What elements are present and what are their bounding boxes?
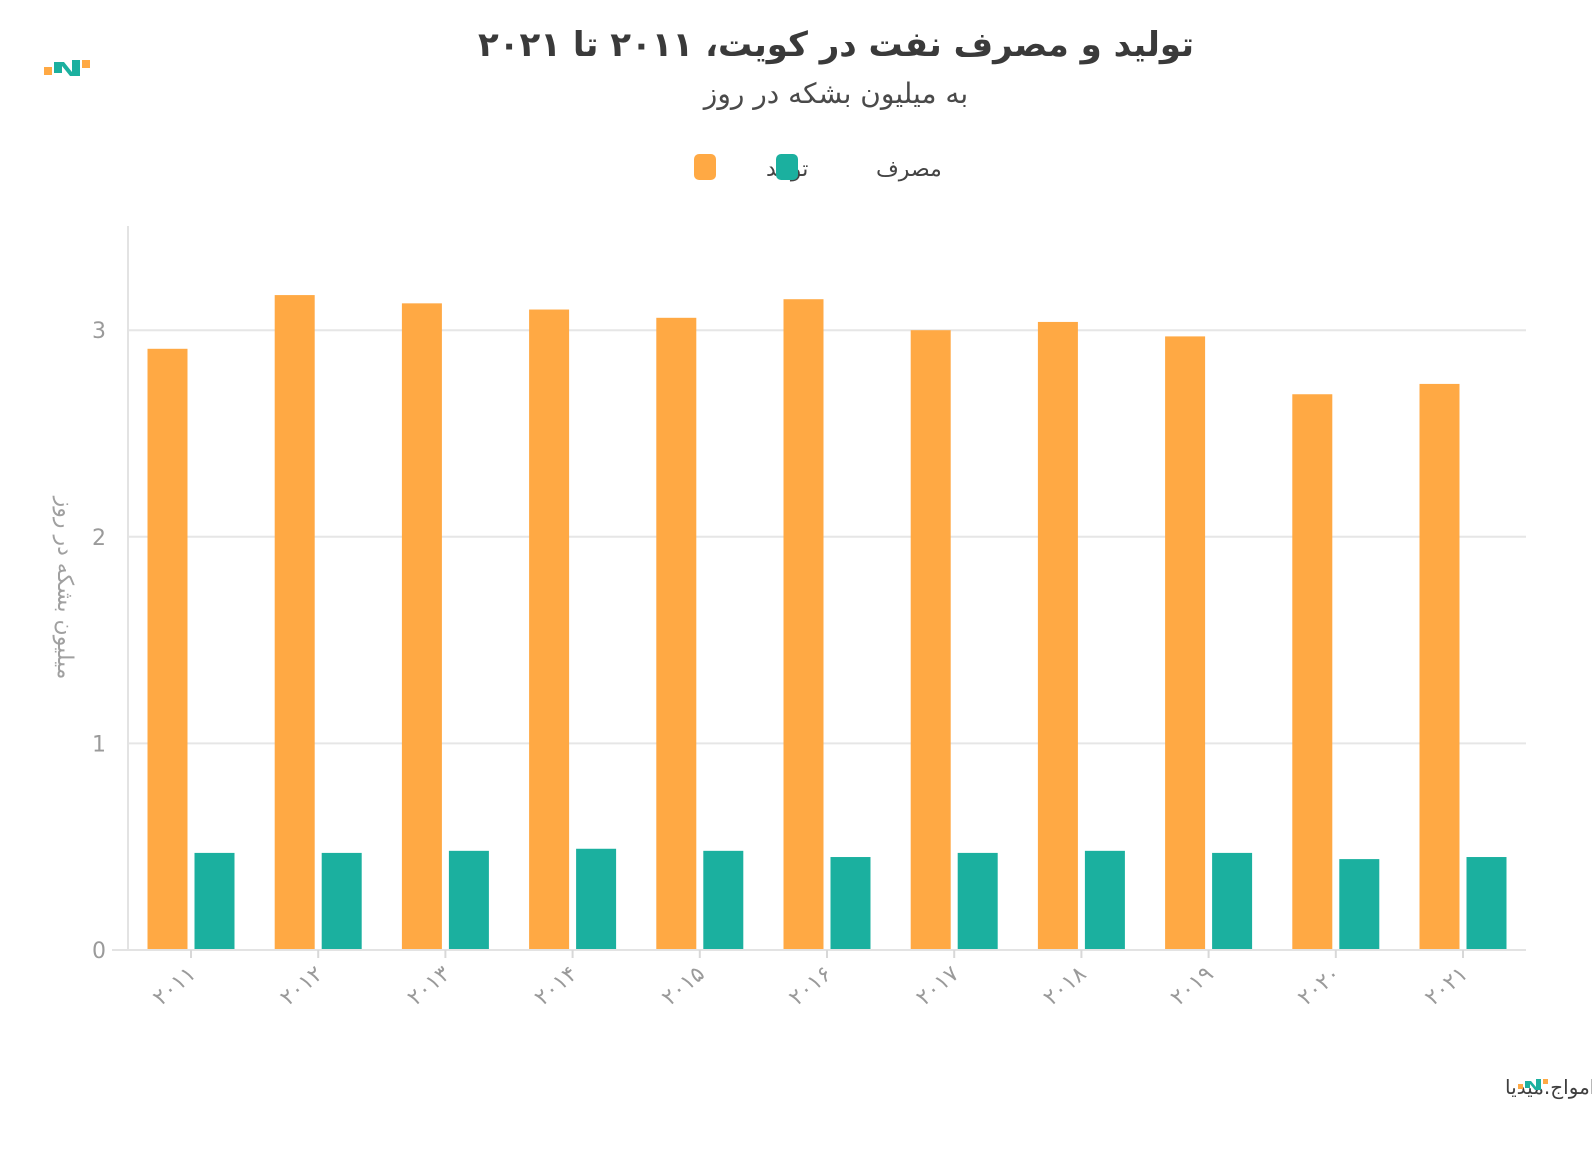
x-tick-label: ۲۰۱۶ [785, 961, 837, 1011]
legend-item-consumption[interactable]: مصرف [776, 154, 942, 182]
chart-title: تولید و مصرف نفت در کویت، ۲۰۱۱ تا ۲۰۲۱ [478, 25, 1194, 65]
consumption-bar[interactable] [1212, 852, 1253, 950]
production-bar[interactable] [910, 330, 951, 950]
bars [147, 295, 1507, 951]
x-tick-label: ۲۰۱۵ [657, 961, 709, 1011]
x-tick-label: ۲۰۱۲ [276, 961, 328, 1011]
consumption-bar[interactable] [830, 857, 871, 950]
production-bar[interactable] [401, 303, 442, 950]
production-bar[interactable] [783, 299, 824, 951]
x-tick-label: ۲۰۱۳ [403, 961, 455, 1011]
brand-logo [44, 60, 90, 76]
x-tick-label: ۲۰۱۹ [1166, 961, 1218, 1011]
y-axis-ticks: 0 1 2 3 [92, 319, 106, 964]
x-axis-ticks: ۲۰۱۱ ۲۰۱۲ ۲۰۱۳ ۲۰۱۴ ۲۰۱۵ ۲۰۱۶ ۲۰۱۷ ۲۰۱۸ ۲۰۱۹ ۲۰۲۰… [149, 950, 1473, 1011]
consumption-bar[interactable] [957, 852, 998, 950]
x-tick-label: ۲۰۱۱ [149, 961, 201, 1011]
consumption-bar[interactable] [194, 852, 235, 950]
production-bar[interactable] [1165, 336, 1206, 950]
legend-swatch-production [694, 154, 716, 180]
consumption-bar[interactable] [703, 850, 744, 950]
production-bar[interactable] [147, 348, 188, 950]
consumption-bar[interactable] [1466, 857, 1507, 950]
footer-logo [1518, 1079, 1548, 1090]
axes [112, 226, 1526, 951]
x-tick-label: ۲۰۲۰ [1293, 961, 1345, 1011]
production-bar[interactable] [529, 309, 570, 950]
chart-subtitle: به میلیون بشکه در روز [702, 77, 968, 110]
legend-label-consumption: مصرف [876, 157, 942, 182]
source-footer: منبع: بریتیش پترولیوم • تولیدشده توسط ام… [1505, 1075, 1592, 1100]
consumption-bar[interactable] [1339, 859, 1380, 950]
x-tick-label: ۲۰۱۴ [530, 961, 582, 1011]
legend-swatch-consumption [776, 154, 798, 180]
consumption-bar[interactable] [1084, 850, 1125, 950]
y-tick-label: 0 [92, 939, 106, 964]
production-bar[interactable] [656, 317, 697, 951]
x-tick-label: ۲۰۲۱ [1421, 961, 1473, 1011]
production-bar[interactable] [1292, 394, 1333, 951]
x-tick-label: ۲۰۱۸ [1039, 961, 1091, 1011]
y-tick-label: 2 [92, 526, 106, 551]
y-tick-label: 1 [92, 732, 106, 757]
consumption-bar[interactable] [448, 850, 489, 950]
consumption-bar[interactable] [321, 852, 362, 950]
production-bar[interactable] [1037, 321, 1078, 950]
production-bar[interactable] [274, 295, 315, 950]
production-bar[interactable] [1419, 383, 1460, 950]
y-axis-label: میلیون بشکه در روز [52, 496, 77, 680]
y-tick-label: 3 [92, 319, 106, 344]
x-tick-label: ۲۰۱۷ [912, 961, 964, 1011]
consumption-bar[interactable] [576, 848, 617, 950]
legend: تولید مصرف [694, 154, 942, 182]
